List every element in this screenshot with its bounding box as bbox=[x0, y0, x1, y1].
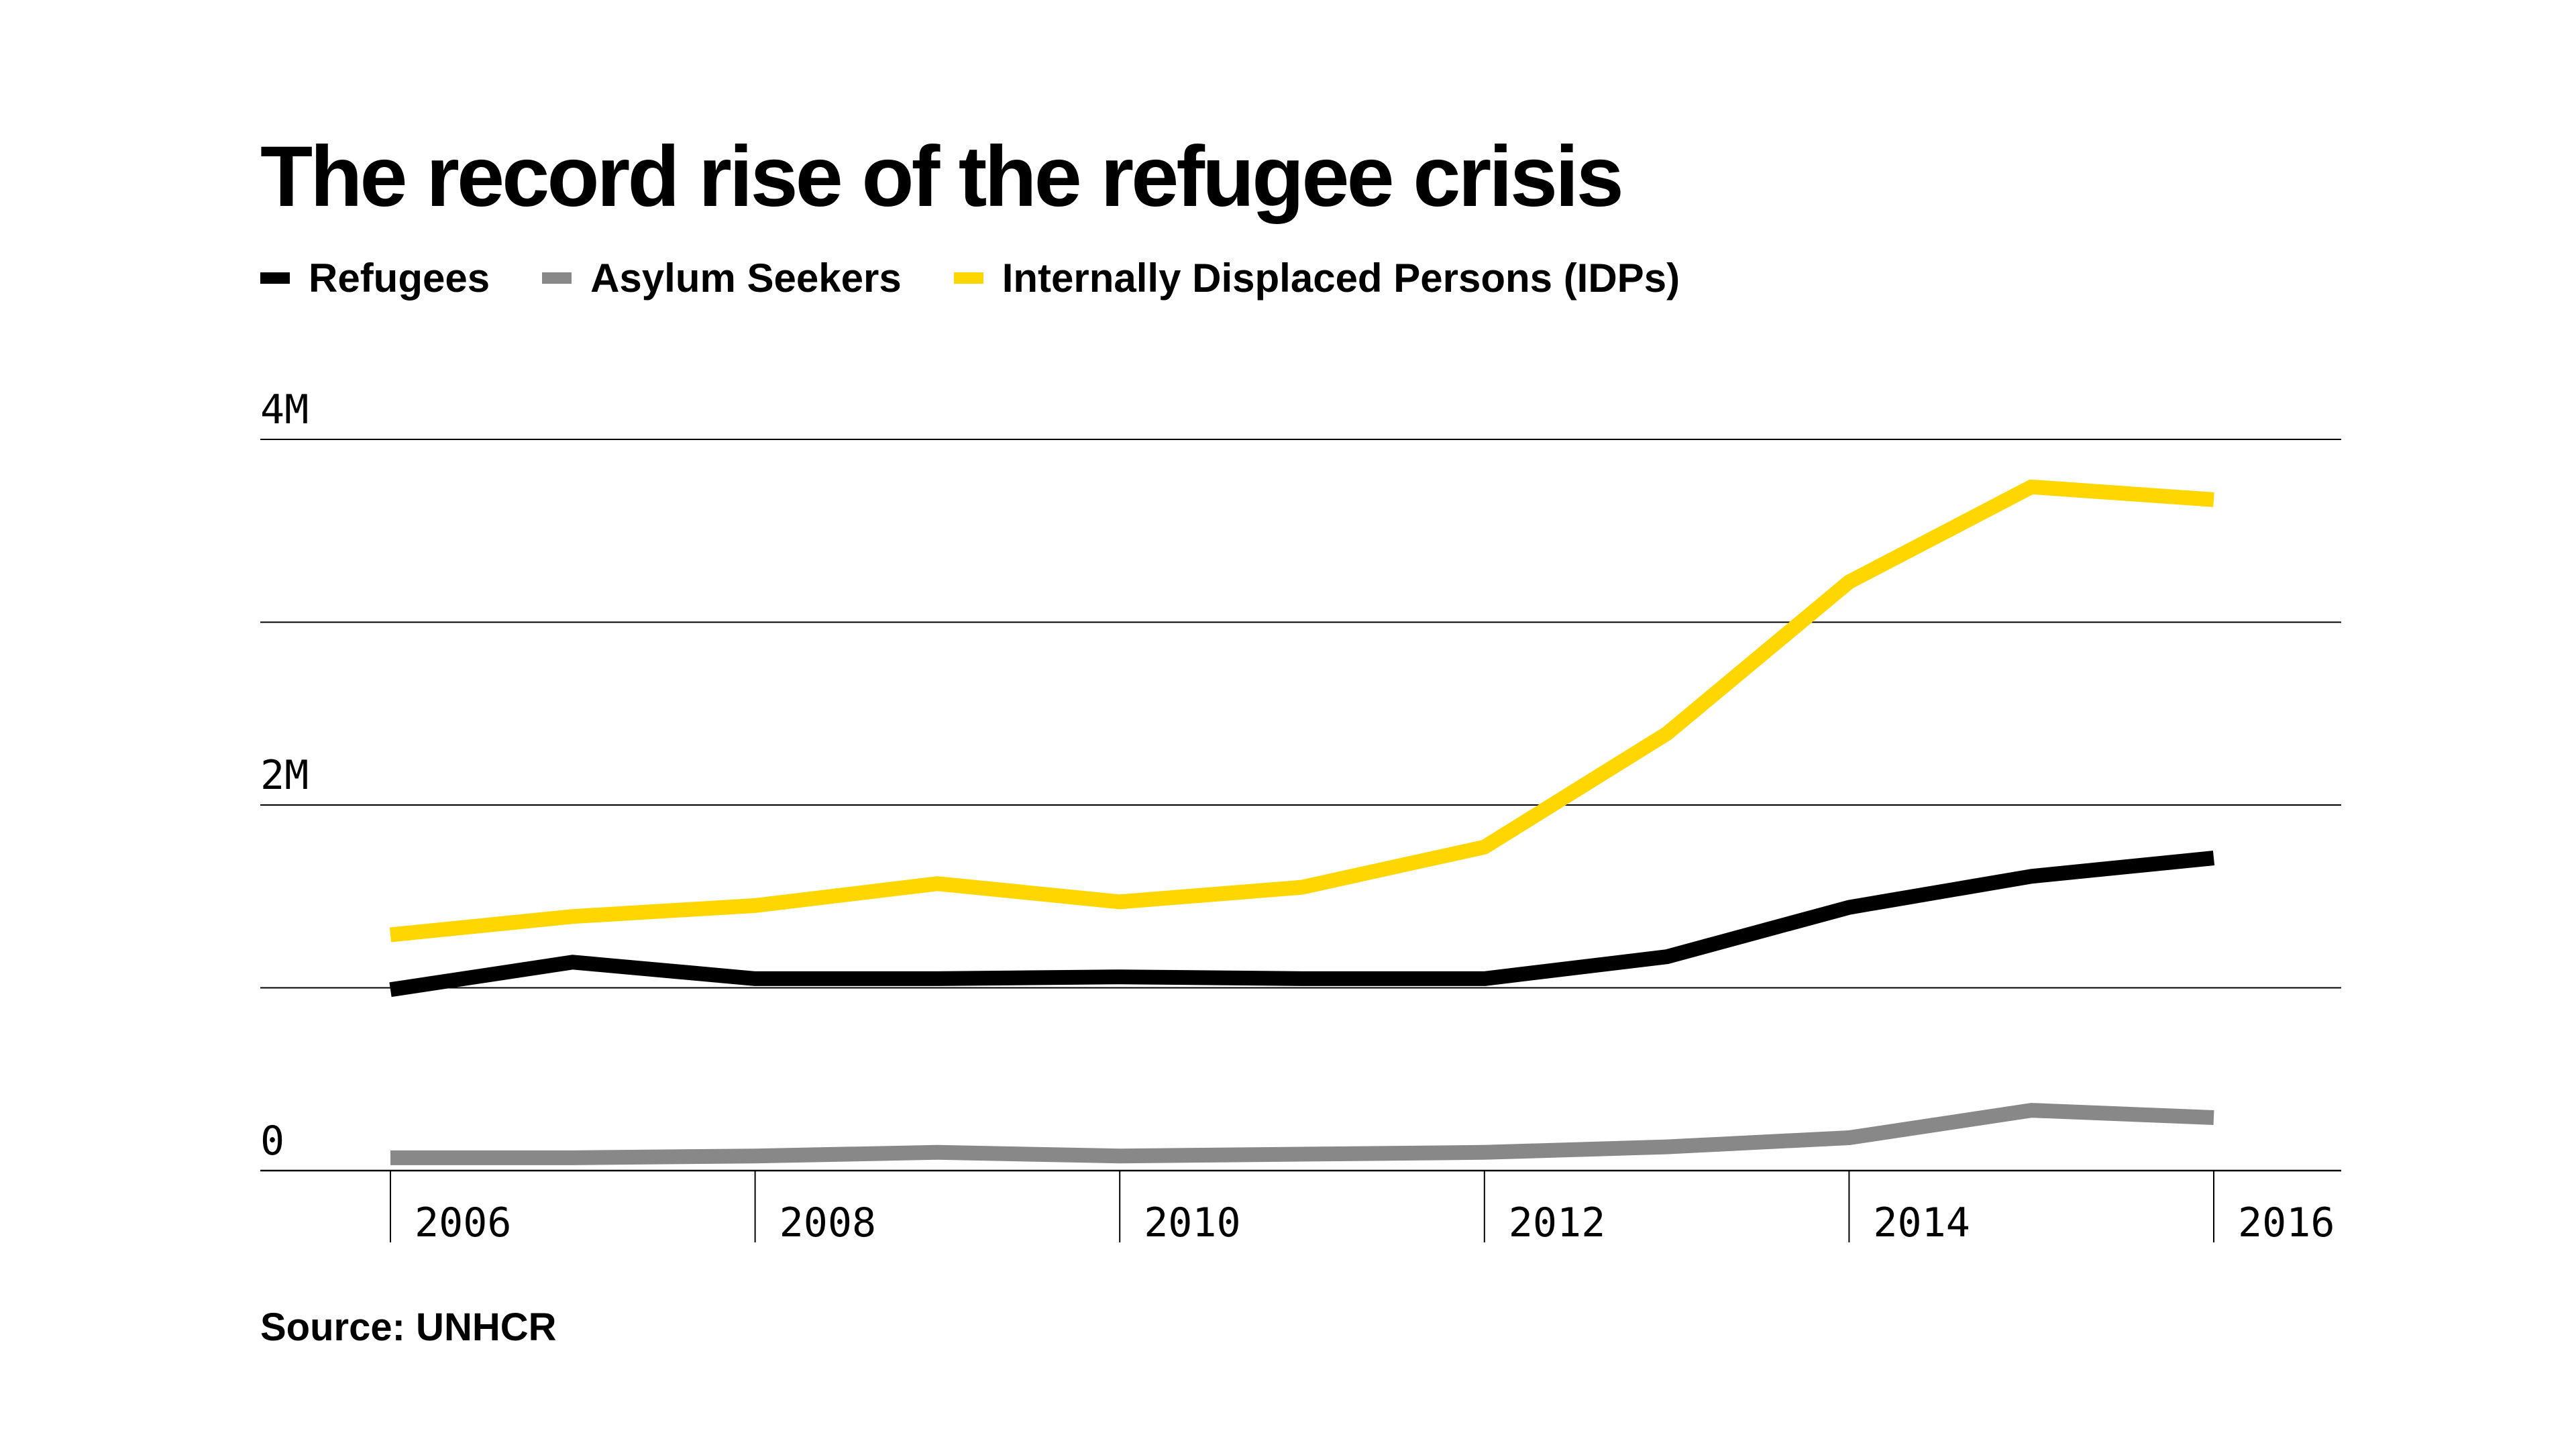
series-line-asylum-seekers bbox=[390, 1103, 2214, 1165]
x-tick-label: 2006 bbox=[415, 1199, 512, 1246]
series-line-internally-displaced-persons-idps bbox=[389, 479, 2214, 943]
legend-label-asylum-seekers: Asylum Seekers bbox=[590, 256, 902, 301]
y-tick-label: 0 bbox=[260, 1118, 284, 1165]
x-tick-label: 2008 bbox=[780, 1199, 877, 1246]
legend-swatch-refugees bbox=[260, 272, 290, 284]
chart-title: The record rise of the refugee crisis bbox=[260, 129, 1624, 225]
legend-swatch-asylum-seekers bbox=[542, 272, 572, 284]
x-tick-label: 2010 bbox=[1144, 1199, 1241, 1246]
legend-item-asylum-seekers: Asylum Seekers bbox=[542, 255, 902, 301]
source-note: Source: UNHCR bbox=[260, 1305, 557, 1349]
legend: Refugees Asylum Seekers Internally Displ… bbox=[260, 255, 1732, 301]
legend-swatch-idps bbox=[953, 272, 983, 284]
y-tick-label: 2M bbox=[260, 752, 309, 799]
legend-label-refugees: Refugees bbox=[309, 256, 490, 301]
x-tick-label: 2016 bbox=[2238, 1199, 2335, 1246]
legend-item-idps: Internally Displaced Persons (IDPs) bbox=[953, 255, 1680, 301]
y-tick-label: 4M bbox=[260, 386, 309, 433]
series-line-refugees bbox=[389, 851, 2215, 998]
x-tick-label: 2014 bbox=[1873, 1199, 1970, 1246]
x-tick-label: 2012 bbox=[1509, 1199, 1606, 1246]
legend-label-idps: Internally Displaced Persons (IDPs) bbox=[1002, 256, 1680, 301]
legend-item-refugees: Refugees bbox=[260, 255, 490, 301]
